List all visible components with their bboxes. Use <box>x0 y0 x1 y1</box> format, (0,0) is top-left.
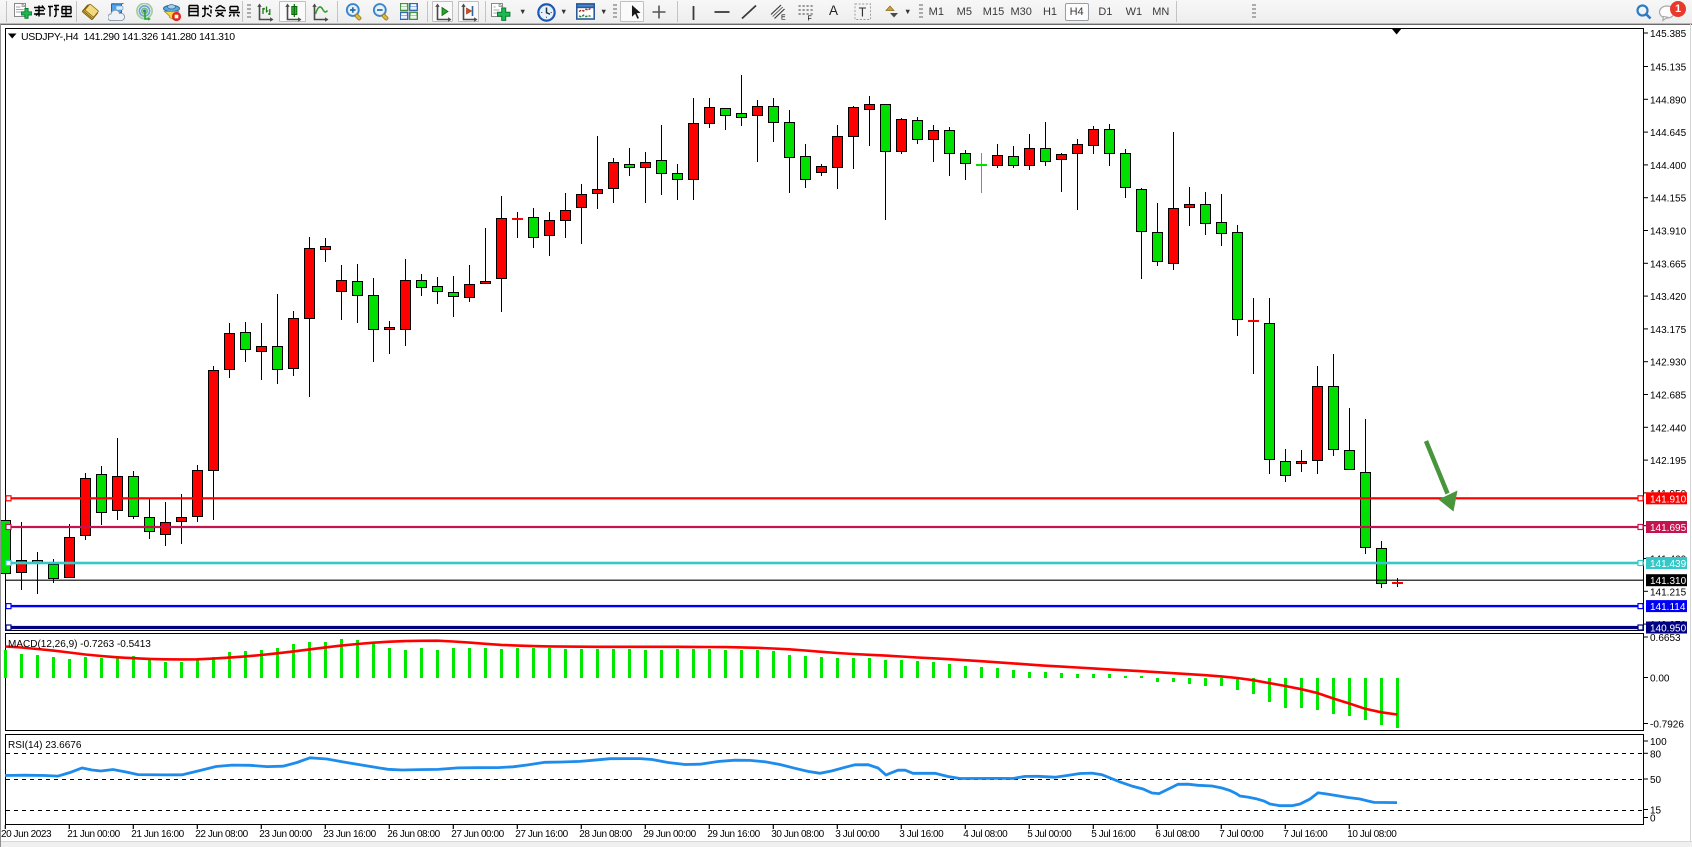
svg-text:20 Jun 2023: 20 Jun 2023 <box>1 829 52 840</box>
svg-text:5 Jul 16:00: 5 Jul 16:00 <box>1091 829 1136 840</box>
svg-text:145.385: 145.385 <box>1650 29 1687 40</box>
svg-text:RSI(14) 23.6676: RSI(14) 23.6676 <box>8 740 82 751</box>
svg-text:143.175: 143.175 <box>1650 325 1687 336</box>
svg-text:50: 50 <box>1650 775 1662 786</box>
svg-text:3 Jul 00:00: 3 Jul 00:00 <box>835 829 880 840</box>
svg-text:0: 0 <box>1650 814 1656 825</box>
svg-text:4 Jul 08:00: 4 Jul 08:00 <box>963 829 1008 840</box>
svg-text:0.6653: 0.6653 <box>1650 633 1681 644</box>
svg-text:144.400: 144.400 <box>1650 161 1687 172</box>
svg-text:T: T <box>859 6 867 20</box>
svg-text:22 Jun 08:00: 22 Jun 08:00 <box>195 829 248 840</box>
svg-text:100: 100 <box>1650 737 1667 748</box>
svg-text:USDJPY-,H4 141.290 141.326 14: USDJPY-,H4 141.290 141.326 141.280 141.3… <box>21 31 235 43</box>
svg-text:29 Jun 16:00: 29 Jun 16:00 <box>707 829 760 840</box>
svg-text:142.195: 142.195 <box>1650 456 1687 467</box>
svg-text:7 Jul 00:00: 7 Jul 00:00 <box>1219 829 1264 840</box>
svg-text:21 Jun 16:00: 21 Jun 16:00 <box>131 829 184 840</box>
svg-text:E: E <box>781 15 786 22</box>
svg-text:29 Jun 00:00: 29 Jun 00:00 <box>643 829 696 840</box>
svg-text:143.910: 143.910 <box>1650 227 1687 238</box>
svg-text:28 Jun 08:00: 28 Jun 08:00 <box>579 829 632 840</box>
svg-text:5 Jul 00:00: 5 Jul 00:00 <box>1027 829 1072 840</box>
svg-text:143.665: 143.665 <box>1650 259 1687 270</box>
svg-text:142.440: 142.440 <box>1650 423 1687 434</box>
svg-text:141.114: 141.114 <box>1650 602 1686 613</box>
svg-text:141.695: 141.695 <box>1650 523 1687 534</box>
svg-text:142.930: 142.930 <box>1650 358 1687 369</box>
svg-text:142.685: 142.685 <box>1650 391 1687 402</box>
svg-text:MACD(12,26,9) -0.7263 -0.5413: MACD(12,26,9) -0.7263 -0.5413 <box>8 639 151 650</box>
svg-text:6 Jul 08:00: 6 Jul 08:00 <box>1155 829 1200 840</box>
svg-text:23 Jun 00:00: 23 Jun 00:00 <box>259 829 312 840</box>
svg-text:27 Jun 00:00: 27 Jun 00:00 <box>451 829 504 840</box>
svg-text:141.215: 141.215 <box>1650 587 1687 598</box>
svg-text:141.310: 141.310 <box>1650 576 1687 587</box>
svg-text:0.00: 0.00 <box>1650 674 1670 685</box>
svg-text:7 Jul 16:00: 7 Jul 16:00 <box>1283 829 1328 840</box>
svg-text:-0.7926: -0.7926 <box>1650 720 1684 731</box>
svg-text:15: 15 <box>1650 806 1662 817</box>
svg-text:141.910: 141.910 <box>1650 494 1687 505</box>
svg-text:145.135: 145.135 <box>1650 63 1687 74</box>
svg-text:27 Jun 16:00: 27 Jun 16:00 <box>515 829 568 840</box>
svg-text:80: 80 <box>1650 749 1662 760</box>
svg-text:30 Jun 08:00: 30 Jun 08:00 <box>771 829 824 840</box>
svg-text:144.155: 144.155 <box>1650 194 1687 205</box>
svg-text:140.950: 140.950 <box>1650 624 1687 635</box>
svg-text:144.645: 144.645 <box>1650 128 1687 139</box>
svg-text:21 Jun 00:00: 21 Jun 00:00 <box>67 829 120 840</box>
svg-text:26 Jun 08:00: 26 Jun 08:00 <box>387 829 440 840</box>
svg-text:23 Jun 16:00: 23 Jun 16:00 <box>323 829 376 840</box>
svg-text:141.439: 141.439 <box>1650 559 1687 570</box>
svg-text:3 Jul 16:00: 3 Jul 16:00 <box>899 829 944 840</box>
svg-text:144.890: 144.890 <box>1650 95 1687 106</box>
svg-text:F: F <box>808 16 812 23</box>
svg-text:143.420: 143.420 <box>1650 292 1687 303</box>
svg-text:10 Jul 08:00: 10 Jul 08:00 <box>1347 829 1397 840</box>
